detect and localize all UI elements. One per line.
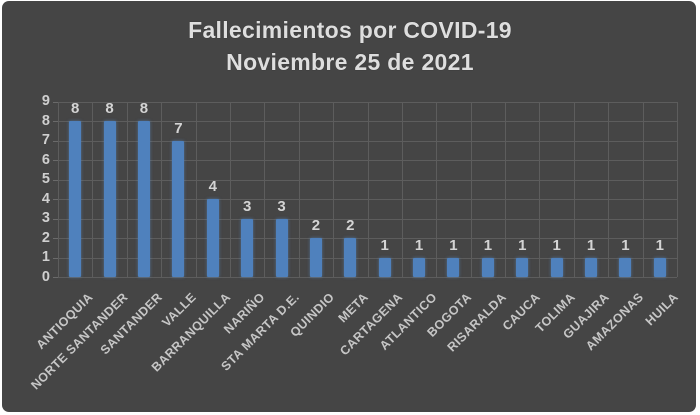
y-axis-label: 9 bbox=[41, 93, 50, 109]
gridline-horizontal bbox=[58, 277, 677, 278]
gridline-vertical bbox=[264, 101, 266, 277]
y-axis-tick bbox=[53, 199, 58, 200]
bar bbox=[585, 257, 598, 277]
x-axis-category-label: HUILA bbox=[642, 290, 681, 329]
y-axis-label: 2 bbox=[41, 229, 50, 246]
y-axis-label: 6 bbox=[41, 151, 50, 168]
bar bbox=[275, 218, 288, 277]
y-axis-tick bbox=[53, 238, 58, 239]
y-axis-tick bbox=[53, 160, 58, 161]
gridline-vertical bbox=[161, 101, 163, 277]
gridline-vertical bbox=[539, 101, 541, 277]
bar-value-label: 1 bbox=[655, 236, 664, 254]
bar bbox=[344, 238, 357, 277]
y-axis-tick bbox=[53, 218, 58, 220]
gridline-vertical bbox=[367, 101, 369, 277]
bar bbox=[69, 121, 82, 277]
bar-value-label: 4 bbox=[208, 178, 217, 195]
gridline-vertical bbox=[505, 101, 507, 277]
chart-subtitle: Noviembre 25 de 2021 bbox=[226, 49, 474, 75]
y-axis-tick bbox=[53, 101, 58, 103]
bar bbox=[516, 257, 529, 277]
gridline-vertical bbox=[642, 101, 644, 277]
gridline-vertical bbox=[677, 101, 678, 277]
bar-value-label: 3 bbox=[242, 197, 252, 215]
bar-value-label: 1 bbox=[518, 236, 527, 254]
bar-value-label: 1 bbox=[621, 236, 630, 254]
bar-value-label: 1 bbox=[449, 236, 458, 254]
bar bbox=[447, 257, 460, 277]
bar bbox=[619, 257, 632, 277]
y-axis-label: 3 bbox=[41, 210, 50, 226]
chart-title: Fallecimientos por COVID-19 bbox=[188, 17, 512, 43]
bar-value-label: 3 bbox=[277, 197, 286, 215]
y-axis-label: 5 bbox=[41, 171, 50, 187]
y-axis-tick bbox=[53, 121, 58, 122]
bar bbox=[550, 257, 563, 277]
gridline-vertical bbox=[436, 101, 438, 277]
bar bbox=[137, 121, 150, 277]
gridline-vertical bbox=[573, 101, 575, 277]
bar bbox=[206, 199, 219, 277]
chart-title-block: Fallecimientos por COVID-19 Noviembre 25… bbox=[0, 14, 700, 78]
bar bbox=[413, 257, 426, 277]
bar-value-label: 1 bbox=[483, 236, 493, 254]
bar-value-label: 1 bbox=[552, 236, 561, 254]
bar-value-label: 2 bbox=[311, 217, 321, 234]
y-axis-label: 7 bbox=[41, 132, 50, 148]
bar bbox=[309, 238, 322, 277]
gridline-vertical bbox=[195, 101, 197, 277]
gridline-vertical bbox=[401, 101, 403, 277]
bar-value-label: 2 bbox=[346, 217, 355, 234]
gridline-vertical bbox=[608, 101, 610, 277]
gridline-vertical bbox=[229, 101, 231, 277]
bar-value-label: 8 bbox=[71, 100, 80, 117]
bar bbox=[378, 257, 391, 277]
bar-value-label: 1 bbox=[586, 236, 596, 254]
y-axis-label: 4 bbox=[41, 190, 50, 207]
y-axis-label: 0 bbox=[41, 268, 50, 285]
y-axis-label: 8 bbox=[41, 112, 50, 129]
y-axis-tick bbox=[53, 277, 58, 278]
bar bbox=[172, 140, 185, 277]
y-axis-tick bbox=[53, 140, 58, 142]
y-axis-label: 1 bbox=[41, 249, 50, 265]
bar bbox=[103, 121, 116, 277]
y-axis-tick bbox=[53, 257, 58, 259]
gridline-vertical bbox=[126, 101, 128, 277]
gridline-vertical bbox=[58, 101, 59, 277]
gridline-vertical bbox=[298, 101, 300, 277]
bar-value-label: 1 bbox=[414, 236, 424, 254]
bar-value-label: 1 bbox=[380, 236, 389, 254]
gridline-vertical bbox=[92, 101, 94, 277]
bar bbox=[241, 218, 254, 277]
bar bbox=[481, 257, 494, 277]
bar bbox=[653, 257, 666, 277]
y-axis-tick bbox=[53, 179, 58, 181]
bar-value-label: 8 bbox=[105, 100, 114, 117]
gridline-vertical bbox=[333, 101, 335, 277]
bar-value-label: 7 bbox=[174, 119, 183, 137]
gridline-vertical bbox=[470, 101, 472, 277]
bar-value-label: 8 bbox=[139, 100, 149, 117]
x-axis-category-label: SANTANDER bbox=[97, 290, 165, 358]
